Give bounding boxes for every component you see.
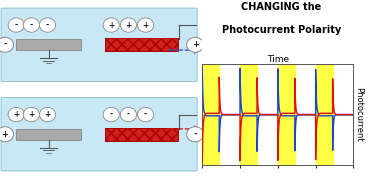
- Text: -: -: [15, 21, 18, 30]
- Circle shape: [138, 18, 154, 32]
- Circle shape: [8, 18, 24, 32]
- Text: CHANGING the: CHANGING the: [242, 2, 322, 12]
- Text: +: +: [143, 21, 149, 30]
- Text: +: +: [108, 21, 115, 30]
- Circle shape: [39, 18, 56, 32]
- Text: -: -: [127, 110, 130, 119]
- FancyBboxPatch shape: [1, 8, 197, 81]
- Bar: [240, 64, 257, 165]
- Circle shape: [120, 107, 136, 122]
- Circle shape: [187, 37, 204, 52]
- Circle shape: [0, 127, 14, 142]
- Text: +: +: [28, 110, 34, 119]
- Y-axis label: Photocurrent: Photocurrent: [354, 87, 363, 142]
- Text: -: -: [30, 21, 33, 30]
- Title: Time: Time: [267, 55, 289, 64]
- Bar: [202, 64, 219, 165]
- Text: +: +: [2, 130, 9, 139]
- Circle shape: [0, 37, 14, 52]
- Text: Photocurrent Polarity: Photocurrent Polarity: [222, 25, 341, 35]
- Text: -: -: [193, 130, 197, 139]
- Text: -: -: [46, 21, 49, 30]
- Bar: [16, 39, 81, 50]
- Circle shape: [187, 127, 204, 142]
- Text: +: +: [13, 110, 19, 119]
- Text: +: +: [192, 40, 199, 49]
- Bar: [105, 38, 178, 51]
- Circle shape: [103, 107, 119, 122]
- Circle shape: [23, 18, 39, 32]
- Bar: [16, 129, 81, 140]
- Text: +: +: [125, 21, 132, 30]
- Circle shape: [120, 18, 136, 32]
- FancyBboxPatch shape: [1, 98, 197, 171]
- Circle shape: [23, 107, 39, 122]
- Text: +: +: [44, 110, 51, 119]
- Bar: [278, 64, 295, 165]
- Circle shape: [39, 107, 56, 122]
- Text: -: -: [3, 40, 7, 49]
- Bar: [105, 128, 178, 141]
- Bar: [316, 64, 333, 165]
- Circle shape: [103, 18, 119, 32]
- Text: -: -: [110, 110, 113, 119]
- Circle shape: [8, 107, 24, 122]
- Text: -: -: [144, 110, 147, 119]
- Circle shape: [138, 107, 154, 122]
